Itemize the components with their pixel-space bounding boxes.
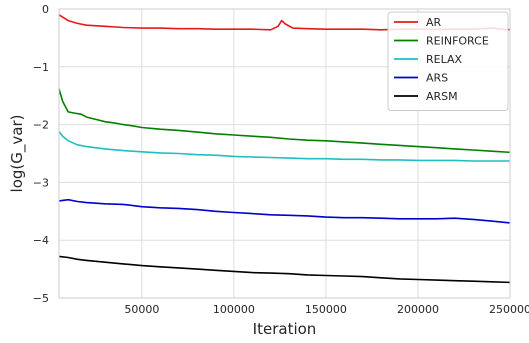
legend: AR REINFORCE RELAX ARS ARSM	[387, 11, 509, 111]
legend-label: REINFORCE	[426, 35, 489, 48]
x-axis-ticks: 50000 100000 150000 200000 250000	[124, 303, 529, 316]
y-axis-ticks: −5 −4 −3 −2 −1 0	[33, 3, 49, 305]
x-axis-label: Iteration	[253, 320, 317, 338]
y-axis-label: log(G_var)	[8, 115, 27, 193]
y-tick-label: −1	[33, 61, 49, 74]
series-line-relax	[58, 131, 510, 162]
y-tick-label: −5	[33, 292, 49, 305]
x-tick-label: 150000	[305, 303, 347, 316]
legend-label: ARSM	[426, 90, 458, 103]
series-line-reinforce	[58, 88, 511, 154]
y-tick-label: 0	[42, 3, 49, 16]
legend-label: RELAX	[426, 53, 462, 66]
y-tick-label: −4	[33, 234, 49, 247]
plot-frame	[58, 8, 511, 299]
x-tick-label: 250000	[489, 303, 529, 316]
series-line-arsm	[58, 255, 511, 284]
y-tick-label: −3	[33, 176, 49, 189]
legend-label: AR	[426, 16, 442, 29]
y-tick-label: −2	[33, 119, 49, 132]
series-line-ars	[58, 198, 511, 224]
legend-box	[387, 11, 509, 111]
x-tick-label: 50000	[124, 303, 159, 316]
x-tick-label: 100000	[213, 303, 255, 316]
x-tick-label: 200000	[397, 303, 439, 316]
legend-label: ARS	[426, 72, 448, 85]
